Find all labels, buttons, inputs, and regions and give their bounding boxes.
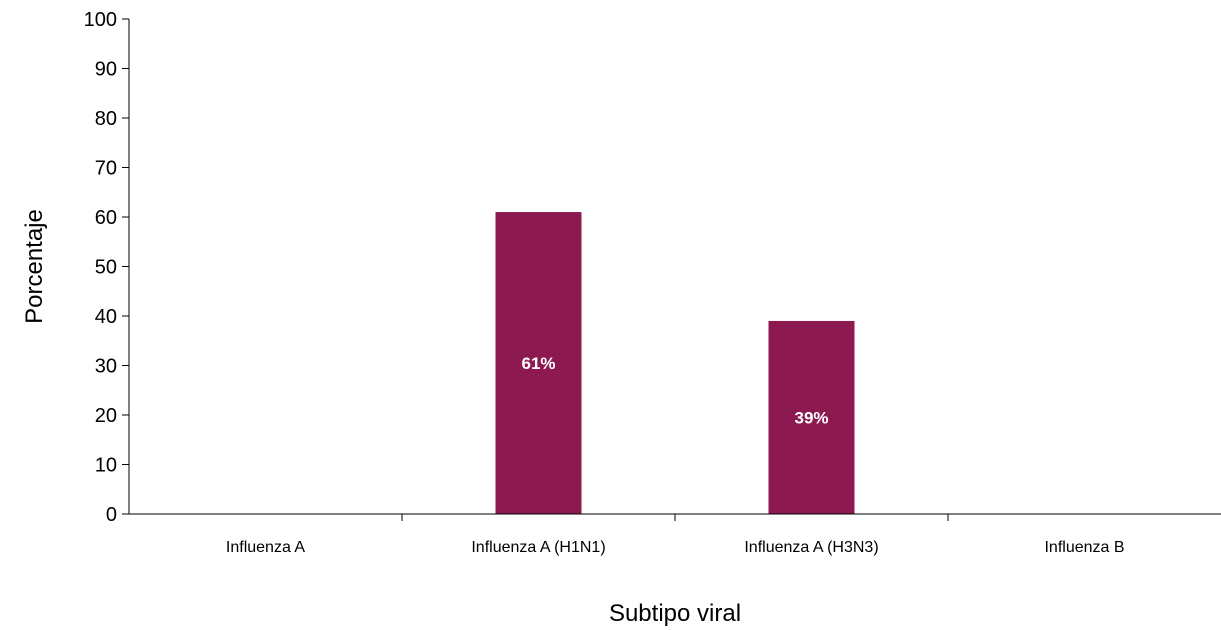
- x-category-label: Influenza B: [1044, 539, 1124, 556]
- y-tick-label: 10: [95, 455, 117, 477]
- x-category-label: Influenza A (H3N3): [744, 539, 878, 556]
- y-tick-label: 30: [95, 356, 117, 378]
- bar: [768, 320, 855, 514]
- bars: [495, 212, 855, 515]
- y-axis-title: Porcentaje: [21, 209, 48, 324]
- y-tick-label: 100: [84, 9, 117, 31]
- y-tick-label: 40: [95, 306, 117, 328]
- x-axis-ticks: Influenza A Influenza A (H1N1) Influenza A…: [226, 514, 1125, 556]
- y-tick-label: 20: [95, 405, 117, 427]
- x-category-label: Influenza A: [226, 539, 306, 556]
- bar-data-label: 61%: [521, 354, 555, 373]
- x-axis-title: Subtipo viral: [609, 600, 741, 627]
- y-axis-ticks: 0 10 20 30 40 50 60 70 80 90 100: [84, 9, 129, 526]
- y-tick-label: 60: [95, 207, 117, 229]
- y-tick-label: 50: [95, 257, 117, 279]
- y-tick-label: 80: [95, 108, 117, 130]
- y-tick-label: 90: [95, 59, 117, 81]
- x-category-label: Influenza A (H1N1): [471, 539, 605, 556]
- bar-data-label: 39%: [794, 408, 828, 427]
- data-labels: 61% 39%: [521, 354, 828, 427]
- y-tick-label: 0: [106, 504, 117, 526]
- bar: [495, 212, 582, 515]
- y-tick-label: 70: [95, 158, 117, 180]
